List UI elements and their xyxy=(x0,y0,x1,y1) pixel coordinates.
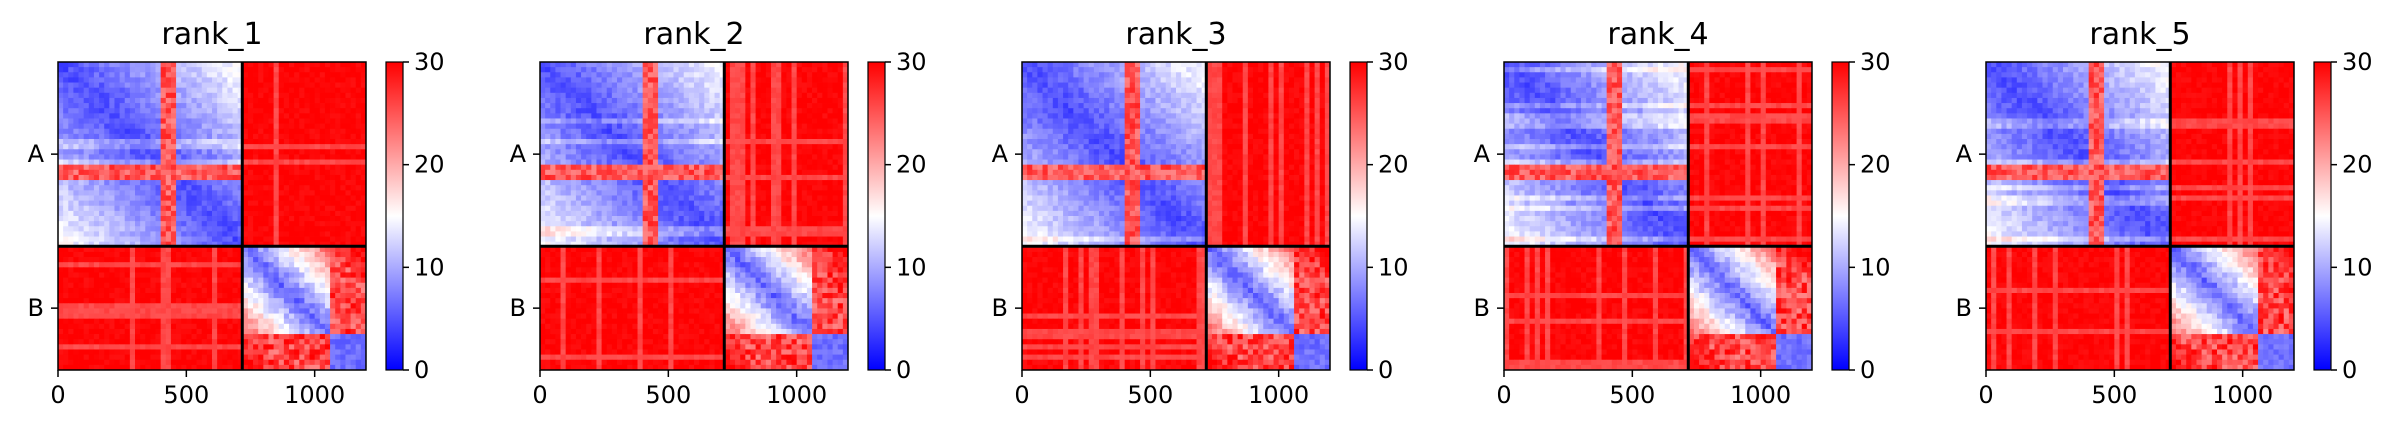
x-tick-label: 1000 xyxy=(284,381,345,409)
colorbar-tick-label: 20 xyxy=(2342,151,2373,179)
chain-label-B: B xyxy=(28,294,44,322)
colorbar-tick-label: 20 xyxy=(414,151,445,179)
heatmap-cells xyxy=(1504,62,1813,371)
heatmap-panel-5: rank_5 A B 0 500 1000 0 10 20 30 xyxy=(1956,17,2373,409)
colorbar-tick-label: 0 xyxy=(1378,356,1393,384)
x-tick-label: 0 xyxy=(1978,381,1993,409)
panel-title: rank_3 xyxy=(1125,17,1226,52)
colorbar-tick-label: 0 xyxy=(1860,356,1875,384)
panel-title: rank_5 xyxy=(2089,17,2190,52)
colorbar-tick-label: 30 xyxy=(1378,48,1409,76)
chain-label-B: B xyxy=(1474,294,1490,322)
colorbar-tick-label: 10 xyxy=(896,253,927,281)
heatmap-panel-3: rank_3 A B 0 500 1000 0 10 20 30 xyxy=(992,17,1409,409)
colorbar-tick-label: 0 xyxy=(2342,356,2357,384)
colorbar-tick-label: 20 xyxy=(1378,151,1409,179)
heatmap-frame xyxy=(539,61,849,371)
colorbar-tick-label: 0 xyxy=(896,356,911,384)
heatmap-panel-1: rank_1 A B 0 500 1000 0 10 20 30 xyxy=(28,17,445,409)
colorbar-tick-label: 10 xyxy=(1860,253,1891,281)
heatmap-frame xyxy=(1985,61,2295,371)
heatmap-cells xyxy=(540,62,849,371)
chain-label-A: A xyxy=(28,140,45,168)
colorbar xyxy=(867,61,886,371)
heatmap-cells xyxy=(1986,62,2295,371)
colorbar xyxy=(1349,61,1368,371)
chain-label-B: B xyxy=(510,294,526,322)
heatmap-cells xyxy=(1022,62,1331,371)
heatmap-panel-2: rank_2 A B 0 500 1000 0 10 20 30 xyxy=(510,17,927,409)
chain-label-A: A xyxy=(1474,140,1491,168)
colorbar-tick-label: 20 xyxy=(896,151,927,179)
colorbar xyxy=(385,61,404,371)
x-tick-label: 1000 xyxy=(1730,381,1791,409)
chain-label-A: A xyxy=(510,140,527,168)
x-tick-label: 0 xyxy=(532,381,547,409)
colorbar xyxy=(1831,61,1850,371)
heatmap-cells xyxy=(58,62,367,371)
panel-title: rank_4 xyxy=(1607,17,1708,52)
x-tick-label: 0 xyxy=(1496,381,1511,409)
x-tick-label: 1000 xyxy=(2212,381,2273,409)
colorbar-tick-label: 30 xyxy=(414,48,445,76)
chain-label-B: B xyxy=(992,294,1008,322)
colorbar xyxy=(2313,61,2332,371)
colorbar-tick-label: 0 xyxy=(414,356,429,384)
x-tick-label: 1000 xyxy=(1248,381,1309,409)
panel-title: rank_1 xyxy=(161,17,262,52)
panel-title: rank_2 xyxy=(643,17,744,52)
heatmap-frame xyxy=(57,61,367,371)
x-tick-label: 1000 xyxy=(766,381,827,409)
colorbar-tick-label: 10 xyxy=(414,253,445,281)
x-tick-label: 500 xyxy=(1127,381,1173,409)
heatmap-frame xyxy=(1021,61,1331,371)
colorbar-tick-label: 20 xyxy=(1860,151,1891,179)
colorbar-tick-label: 10 xyxy=(1378,253,1409,281)
chain-label-A: A xyxy=(992,140,1009,168)
x-tick-label: 0 xyxy=(50,381,65,409)
x-tick-label: 500 xyxy=(1609,381,1655,409)
colorbar-tick-label: 30 xyxy=(896,48,927,76)
chain-label-B: B xyxy=(1956,294,1972,322)
x-tick-label: 500 xyxy=(163,381,209,409)
chain-label-A: A xyxy=(1956,140,1973,168)
x-tick-label: 0 xyxy=(1014,381,1029,409)
heatmap-frame xyxy=(1503,61,1813,371)
colorbar-tick-label: 30 xyxy=(2342,48,2373,76)
heatmap-panel-4: rank_4 A B 0 500 1000 0 10 20 30 xyxy=(1474,17,1891,409)
x-tick-label: 500 xyxy=(645,381,691,409)
colorbar-tick-label: 10 xyxy=(2342,253,2373,281)
x-tick-label: 500 xyxy=(2091,381,2137,409)
colorbar-tick-label: 30 xyxy=(1860,48,1891,76)
